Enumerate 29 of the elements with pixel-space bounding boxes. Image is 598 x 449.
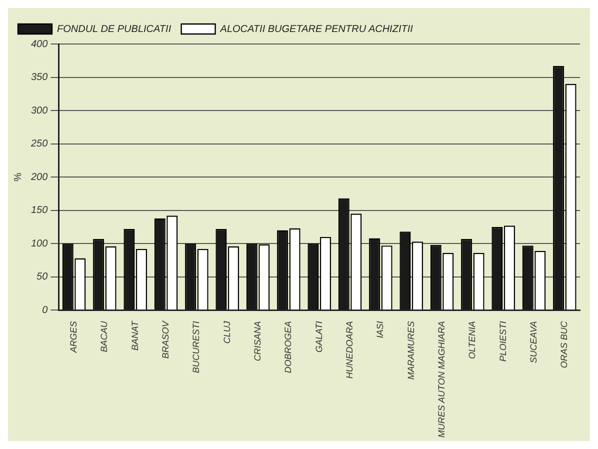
x-tick-label: BANAT [130,320,140,350]
x-tick-label: MARAMURES [406,321,416,380]
x-tick-label: BACAU [99,320,110,352]
y-tick-label: 0 [42,304,48,316]
legend-label: ALOCATII BUGETARE PENTRU ACHIZITII [219,24,414,35]
x-tick-label: SUCEAVA [528,321,538,364]
y-tick-label: 150 [30,205,48,216]
x-tick-label: OLTENIA [467,321,478,359]
x-tick-label: ORAS BUC [559,320,570,368]
y-tick-label: 250 [30,138,48,150]
y-tick-label: 200 [30,172,48,183]
x-tick-label: GALATI [314,320,324,352]
x-tick-label: HUNEDOARA [344,321,355,379]
y-tick-label: 350 [30,72,48,84]
x-tick-label: ARGES [68,321,79,354]
x-tick-label: CRISANA [252,321,263,362]
x-tick-label: IASI [375,320,386,338]
y-axis-title: % [12,172,24,182]
x-tick-label: PLOIESTI [498,320,508,362]
legend-label: FONDUL DE PUBLICATII [57,24,172,35]
x-tick-label: BUCURESTI [191,320,202,374]
y-tick-label: 300 [30,105,48,116]
x-tick-label: DOBROGEA [283,321,294,374]
y-tick-label: 400 [30,38,48,50]
x-tick-label: MURES AUTON MAGHIARA [436,321,447,438]
x-tick-label: CLUJ [222,320,232,344]
x-tick-label: BRASOV [160,320,171,359]
y-tick-label: 50 [36,272,48,283]
y-tick-label: 100 [30,238,48,250]
